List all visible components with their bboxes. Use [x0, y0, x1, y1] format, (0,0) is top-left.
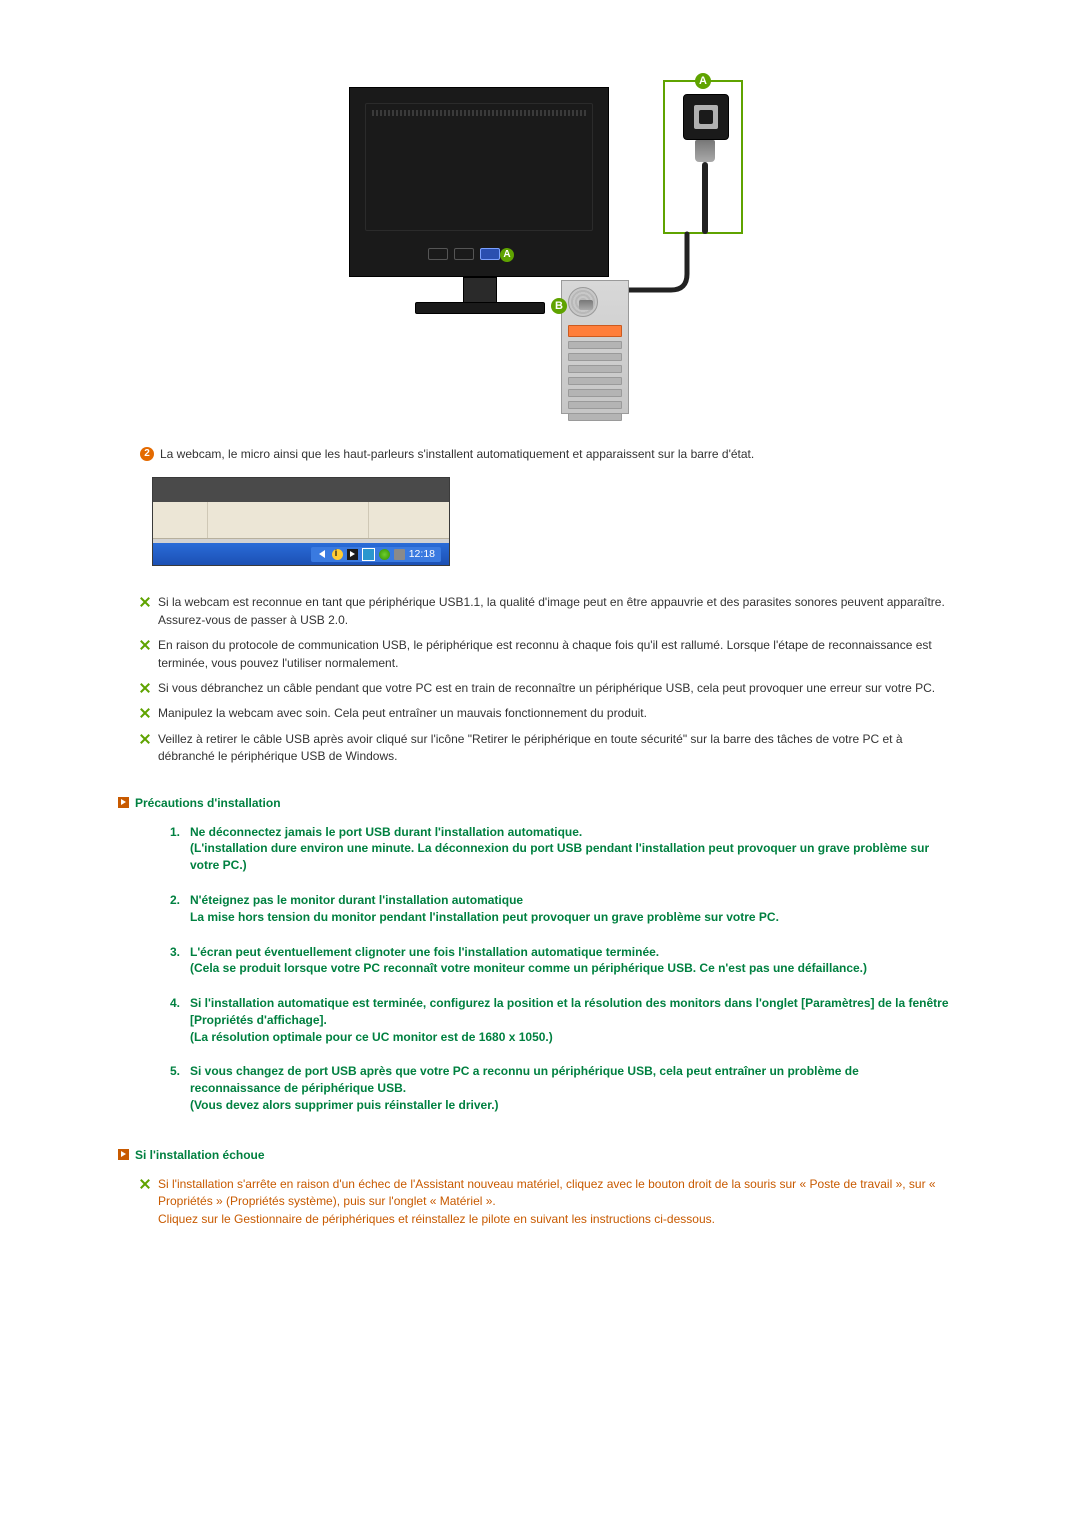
precaution-item: 1. Ne déconnectez jamais le port USB dur… — [164, 824, 950, 874]
precaution-text: Ne déconnectez jamais le port USB durant… — [190, 824, 950, 874]
taskbar-bar: 12:18 — [153, 543, 449, 565]
step2-text: La webcam, le micro ainsi que les haut-p… — [160, 446, 754, 463]
warning-x-icon — [140, 683, 150, 693]
diagram-badge-a-on-monitor: A — [500, 248, 514, 262]
diagram-tower-bay — [568, 341, 622, 349]
taskbar-beige-row — [153, 502, 449, 539]
tray-info-icon — [332, 549, 343, 560]
diagram-tower-bay — [568, 389, 622, 397]
connection-diagram: A A — [130, 80, 950, 416]
precaution-item: 3. L'écran peut éventuellement clignoter… — [164, 944, 950, 978]
precaution-text: Si l'installation automatique est termin… — [190, 995, 950, 1045]
taskbar-cell — [208, 502, 369, 538]
tray-play-icon — [347, 549, 358, 560]
warning-x-icon — [140, 734, 150, 744]
warning-item: En raison du protocole de communication … — [140, 637, 950, 672]
precaution-number: 3. — [164, 944, 180, 978]
diagram-monitor: A — [349, 87, 609, 277]
precaution-number: 1. — [164, 824, 180, 874]
diagram-pc-tower — [561, 280, 629, 414]
diagram-plug-into-tower — [579, 300, 593, 310]
diagram-tower-bay — [568, 377, 622, 385]
precaution-number: 2. — [164, 892, 180, 926]
system-tray: 12:18 — [311, 547, 441, 562]
tray-clock: 12:18 — [409, 548, 435, 560]
diagram-badge-a-top: A — [695, 73, 711, 89]
taskbar-screenshot: 12:18 — [152, 477, 450, 566]
precaution-item: 5. Si vous changez de port USB après que… — [164, 1063, 950, 1113]
warning-item: Si vous débranchez un câble pendant que … — [140, 680, 950, 697]
precautions-heading: Précautions d'installation — [118, 796, 950, 810]
tray-monitor-icon — [362, 548, 375, 561]
heading-bullet-icon — [118, 797, 129, 808]
diagram-usb-cable — [702, 162, 708, 234]
precaution-item: 4. Si l'installation automatique est ter… — [164, 995, 950, 1045]
warning-item: Manipulez la webcam avec soin. Cela peut… — [140, 705, 950, 722]
precaution-text: L'écran peut éventuellement clignoter un… — [190, 944, 867, 978]
precautions-heading-text: Précautions d'installation — [135, 796, 281, 810]
install-fail-text: Si l'installation s'arrête en raison d'u… — [158, 1176, 950, 1228]
warning-x-icon — [140, 640, 150, 650]
diagram-monitor-stand-base — [415, 302, 545, 314]
diagram-tower-bay — [568, 401, 622, 409]
install-fail-heading: Si l'installation échoue — [118, 1148, 950, 1162]
warning-item: Veillez à retirer le câble USB après avo… — [140, 731, 950, 766]
taskbar-cell — [369, 502, 449, 538]
warning-x-icon — [140, 708, 150, 718]
precaution-number: 4. — [164, 995, 180, 1045]
diagram-usb-port — [683, 94, 729, 140]
warning-text: Manipulez la webcam avec soin. Cela peut… — [158, 705, 647, 722]
connection-diagram-canvas: A A — [345, 80, 735, 416]
diagram-usb-plug — [695, 140, 715, 162]
heading-bullet-icon — [118, 1149, 129, 1160]
warning-text: Si la webcam est reconnue en tant que pé… — [158, 594, 950, 629]
precaution-item: 2. N'éteignez pas le monitor durant l'in… — [164, 892, 950, 926]
diagram-tower-bay — [568, 413, 622, 421]
warning-text: Veillez à retirer le câble USB après avo… — [158, 731, 950, 766]
step2-note: 2 La webcam, le micro ainsi que les haut… — [140, 446, 950, 463]
diagram-badge-b: B — [551, 298, 567, 314]
taskbar-window-titlebar — [153, 478, 449, 502]
install-fail-body: Si l'installation s'arrête en raison d'u… — [140, 1176, 950, 1228]
install-fail-heading-text: Si l'installation échoue — [135, 1148, 265, 1162]
diagram-tower-front-usb — [568, 325, 622, 337]
diagram-monitor-ports — [428, 248, 500, 260]
diagram-tower-bay — [568, 353, 622, 361]
warning-item: Si la webcam est reconnue en tant que pé… — [140, 594, 950, 629]
diagram-monitor-screen — [365, 103, 593, 231]
taskbar-cell — [153, 502, 208, 538]
step2-badge-icon: 2 — [140, 447, 154, 461]
precautions-list: 1. Ne déconnectez jamais le port USB dur… — [164, 824, 950, 1114]
install-fail-section: Si l'installation échoue Si l'installati… — [130, 1148, 950, 1228]
warning-x-icon — [140, 1179, 150, 1189]
warning-text: En raison du protocole de communication … — [158, 637, 950, 672]
diagram-tower-bays — [568, 325, 622, 425]
precaution-text: N'éteignez pas le monitor durant l'insta… — [190, 892, 779, 926]
precaution-text: Si vous changez de port USB après que vo… — [190, 1063, 950, 1113]
tray-device-icon — [394, 549, 405, 560]
warning-x-icon — [140, 597, 150, 607]
diagram-port-2 — [454, 248, 474, 260]
warning-list: Si la webcam est reconnue en tant que pé… — [140, 594, 950, 765]
tray-green-icon — [379, 549, 390, 560]
precaution-number: 5. — [164, 1063, 180, 1113]
tray-chevron-icon — [317, 549, 328, 560]
diagram-port-vga — [480, 248, 500, 260]
page-root: A A — [0, 0, 1080, 1528]
warning-text: Si vous débranchez un câble pendant que … — [158, 680, 935, 697]
diagram-tower-bay — [568, 365, 622, 373]
diagram-usb-detail-box: A — [663, 80, 743, 234]
diagram-port-1 — [428, 248, 448, 260]
